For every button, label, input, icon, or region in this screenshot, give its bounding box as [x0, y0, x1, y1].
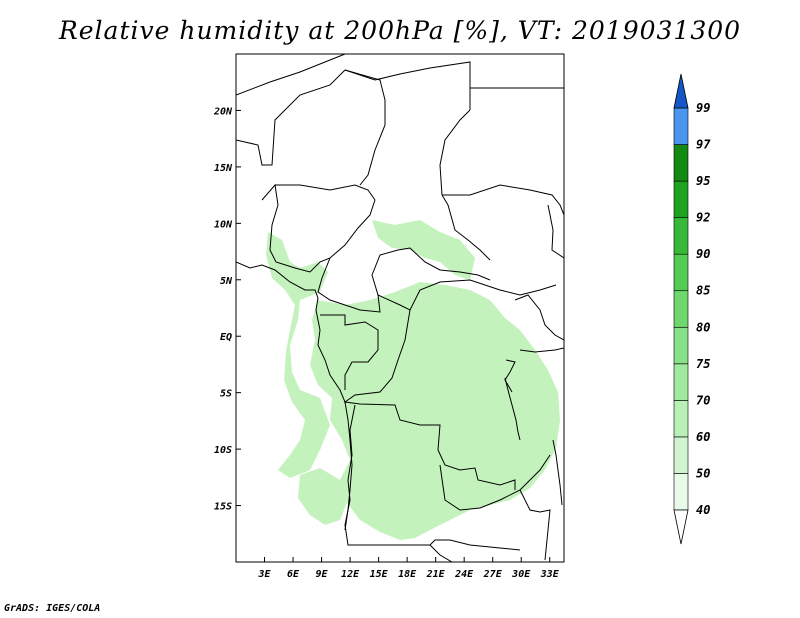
y-tick-label: 5N	[220, 276, 233, 287]
colorbar-segment	[673, 217, 689, 255]
drc-border	[343, 309, 516, 490]
mozambique-border	[519, 489, 551, 561]
humidity-field	[266, 220, 560, 540]
x-tick-label: 21E	[426, 569, 446, 580]
x-tick-label: 3E	[257, 569, 271, 580]
lake-malawi	[552, 439, 563, 506]
ethiopia-border	[547, 204, 564, 259]
colorbar-label: 40	[696, 503, 710, 517]
x-tick-label: 6E	[287, 569, 300, 580]
colorbar-segment	[673, 290, 689, 328]
chart-title: Relative humidity at 200hPa [%], VT: 201…	[58, 16, 742, 45]
niger-south-border	[275, 184, 376, 201]
sudan-east-border	[442, 184, 564, 216]
lake-tanganyika	[504, 377, 521, 441]
niger-chad-border	[344, 69, 386, 186]
humidity-area-west	[266, 232, 330, 478]
chad-sudan-border	[439, 109, 491, 261]
colorbar-arrow-bottom	[673, 509, 689, 545]
botswana-border	[429, 544, 453, 562]
uganda-kenya-border	[514, 294, 564, 341]
x-tick-label: 30E	[511, 569, 531, 580]
colorbar-label: 80	[696, 320, 710, 334]
colorbar-segment	[673, 144, 689, 182]
colorbar-segment	[673, 473, 689, 511]
map-frame	[235, 53, 565, 563]
x-tick-label: 27E	[483, 569, 503, 580]
colorbar-label: 50	[696, 466, 710, 480]
grads-credit: GrADS: IGES/COLA	[4, 603, 101, 614]
algeria-libya-border	[236, 54, 346, 96]
colorbar-label: 75	[696, 357, 710, 371]
humidity-area-central	[310, 282, 560, 540]
y-tick-label: 15S	[214, 502, 232, 513]
colorbar-label: 60	[696, 430, 710, 444]
colorbar-label: 95	[696, 174, 710, 188]
x-tick-label: 18E	[398, 569, 417, 580]
colorbar-segment	[673, 363, 689, 401]
colorbar-label: 92	[696, 211, 710, 225]
humidity-area-southwest	[298, 468, 348, 525]
x-tick-label: 15E	[370, 569, 389, 580]
x-tick-label: 33E	[540, 569, 560, 580]
tanzania-border	[519, 347, 564, 353]
colorbar-label: 99	[696, 101, 710, 115]
colorbar-label: 97	[696, 138, 711, 152]
y-tick-label: 20N	[213, 106, 233, 117]
colorbar-segment	[673, 326, 689, 365]
congo-gabon-border	[320, 314, 379, 390]
zambia-border	[439, 454, 551, 511]
libya-north-border	[344, 61, 471, 110]
x-axis: 3E 6E 9E 12E 15E 18E 21E 24E 27E 30E 33E	[257, 557, 560, 580]
colorbar-label: 90	[696, 247, 710, 261]
x-tick-label: 9E	[316, 569, 329, 580]
rwanda-burundi-border	[504, 359, 516, 393]
colorbar-segment	[673, 436, 689, 474]
y-tick-label: 5S	[220, 389, 232, 400]
humidity-area-north	[372, 220, 475, 280]
colorbar-segment	[673, 180, 689, 218]
nigeria-border	[261, 183, 376, 273]
mali-niger-border	[236, 69, 346, 166]
y-tick-label: 10S	[214, 445, 232, 456]
y-tick-label: EQ	[220, 332, 232, 343]
y-tick-label: 10N	[214, 219, 233, 230]
car-south-border	[377, 279, 557, 311]
angola-border	[344, 404, 521, 551]
colorbar: 40 50 60 70 75 80 85 90 92 95 97 99	[673, 73, 711, 545]
colorbar-arrow-top	[673, 73, 689, 109]
x-tick-label: 12E	[341, 569, 360, 580]
colorbar-label: 70	[696, 393, 710, 407]
cameroon-border	[317, 247, 491, 313]
y-tick-label: 15N	[214, 163, 233, 174]
colorbar-segment	[673, 253, 689, 292]
colorbar-segment	[673, 107, 689, 145]
west-coast	[236, 261, 353, 531]
y-axis: 20N 15N 10N 5N EQ 5S 10S 15S	[213, 106, 241, 513]
country-borders	[236, 54, 564, 562]
colorbar-label: 85	[696, 284, 710, 298]
x-tick-label: 24E	[454, 569, 474, 580]
colorbar-segment	[673, 400, 689, 438]
